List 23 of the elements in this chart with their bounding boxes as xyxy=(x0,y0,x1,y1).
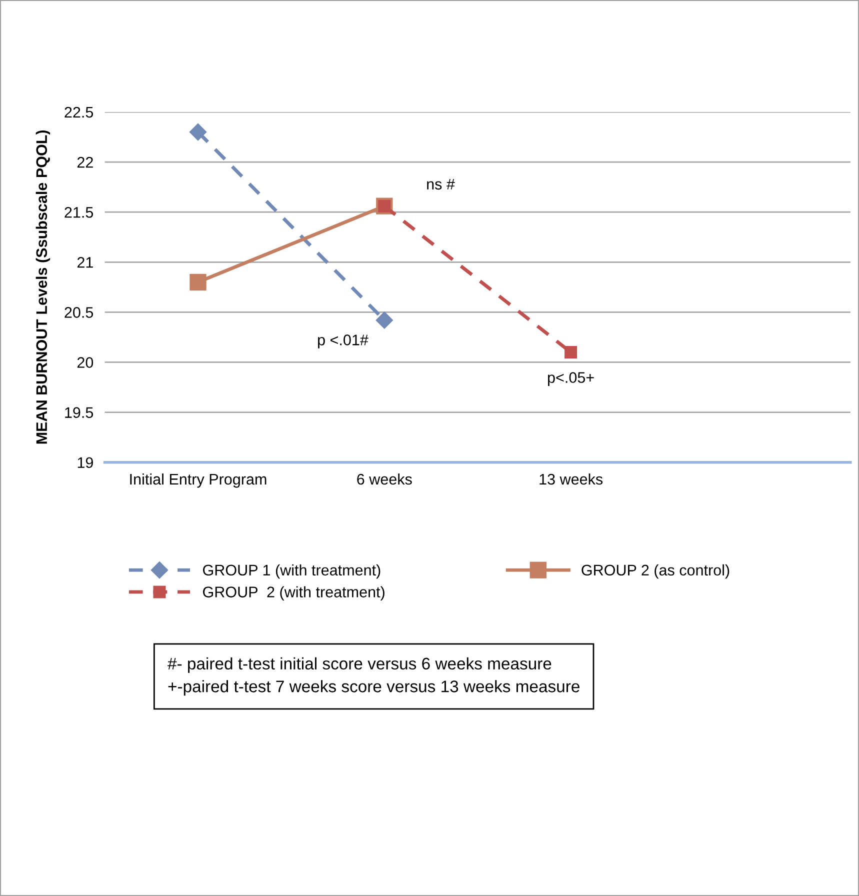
y-tick-label: 21.5 xyxy=(64,206,94,218)
y-tick-label: 22.5 xyxy=(64,106,94,118)
point xyxy=(190,274,206,290)
y-tick-label: 20.5 xyxy=(64,307,94,318)
point xyxy=(189,123,207,141)
x-tick-label: Initial Entry Program xyxy=(130,473,266,488)
legend-label: GROUP 2 (with treatment) xyxy=(203,586,384,600)
legend-label: GROUP 2 (as control) xyxy=(582,564,730,579)
annotation: ns # xyxy=(427,178,455,190)
y-tick-label: 19.5 xyxy=(65,407,94,418)
point xyxy=(376,312,393,329)
x-tick-label: 6 weeks xyxy=(357,473,412,485)
y-tick-label: 19 xyxy=(78,457,93,468)
y-axis-title: MEAN BURNOUT Levels (Ssubscale PQOL) xyxy=(36,130,50,444)
y-tick-label: 21 xyxy=(77,257,93,268)
y-tick-label: 20 xyxy=(77,357,94,368)
y-tick-label: 22 xyxy=(77,156,93,168)
point xyxy=(564,346,578,358)
annotation: p<.05+ xyxy=(548,372,594,386)
annotation: p <.01# xyxy=(318,334,368,348)
text: #- paired t-test initial score versus 6 weeks measure +-paired t-test 7 weeks score versus 13 weeks measure xyxy=(168,657,580,696)
legend-label: GROUP 1 (with treatment) xyxy=(203,564,380,579)
x-tick-label: 13 weeks xyxy=(540,473,603,485)
